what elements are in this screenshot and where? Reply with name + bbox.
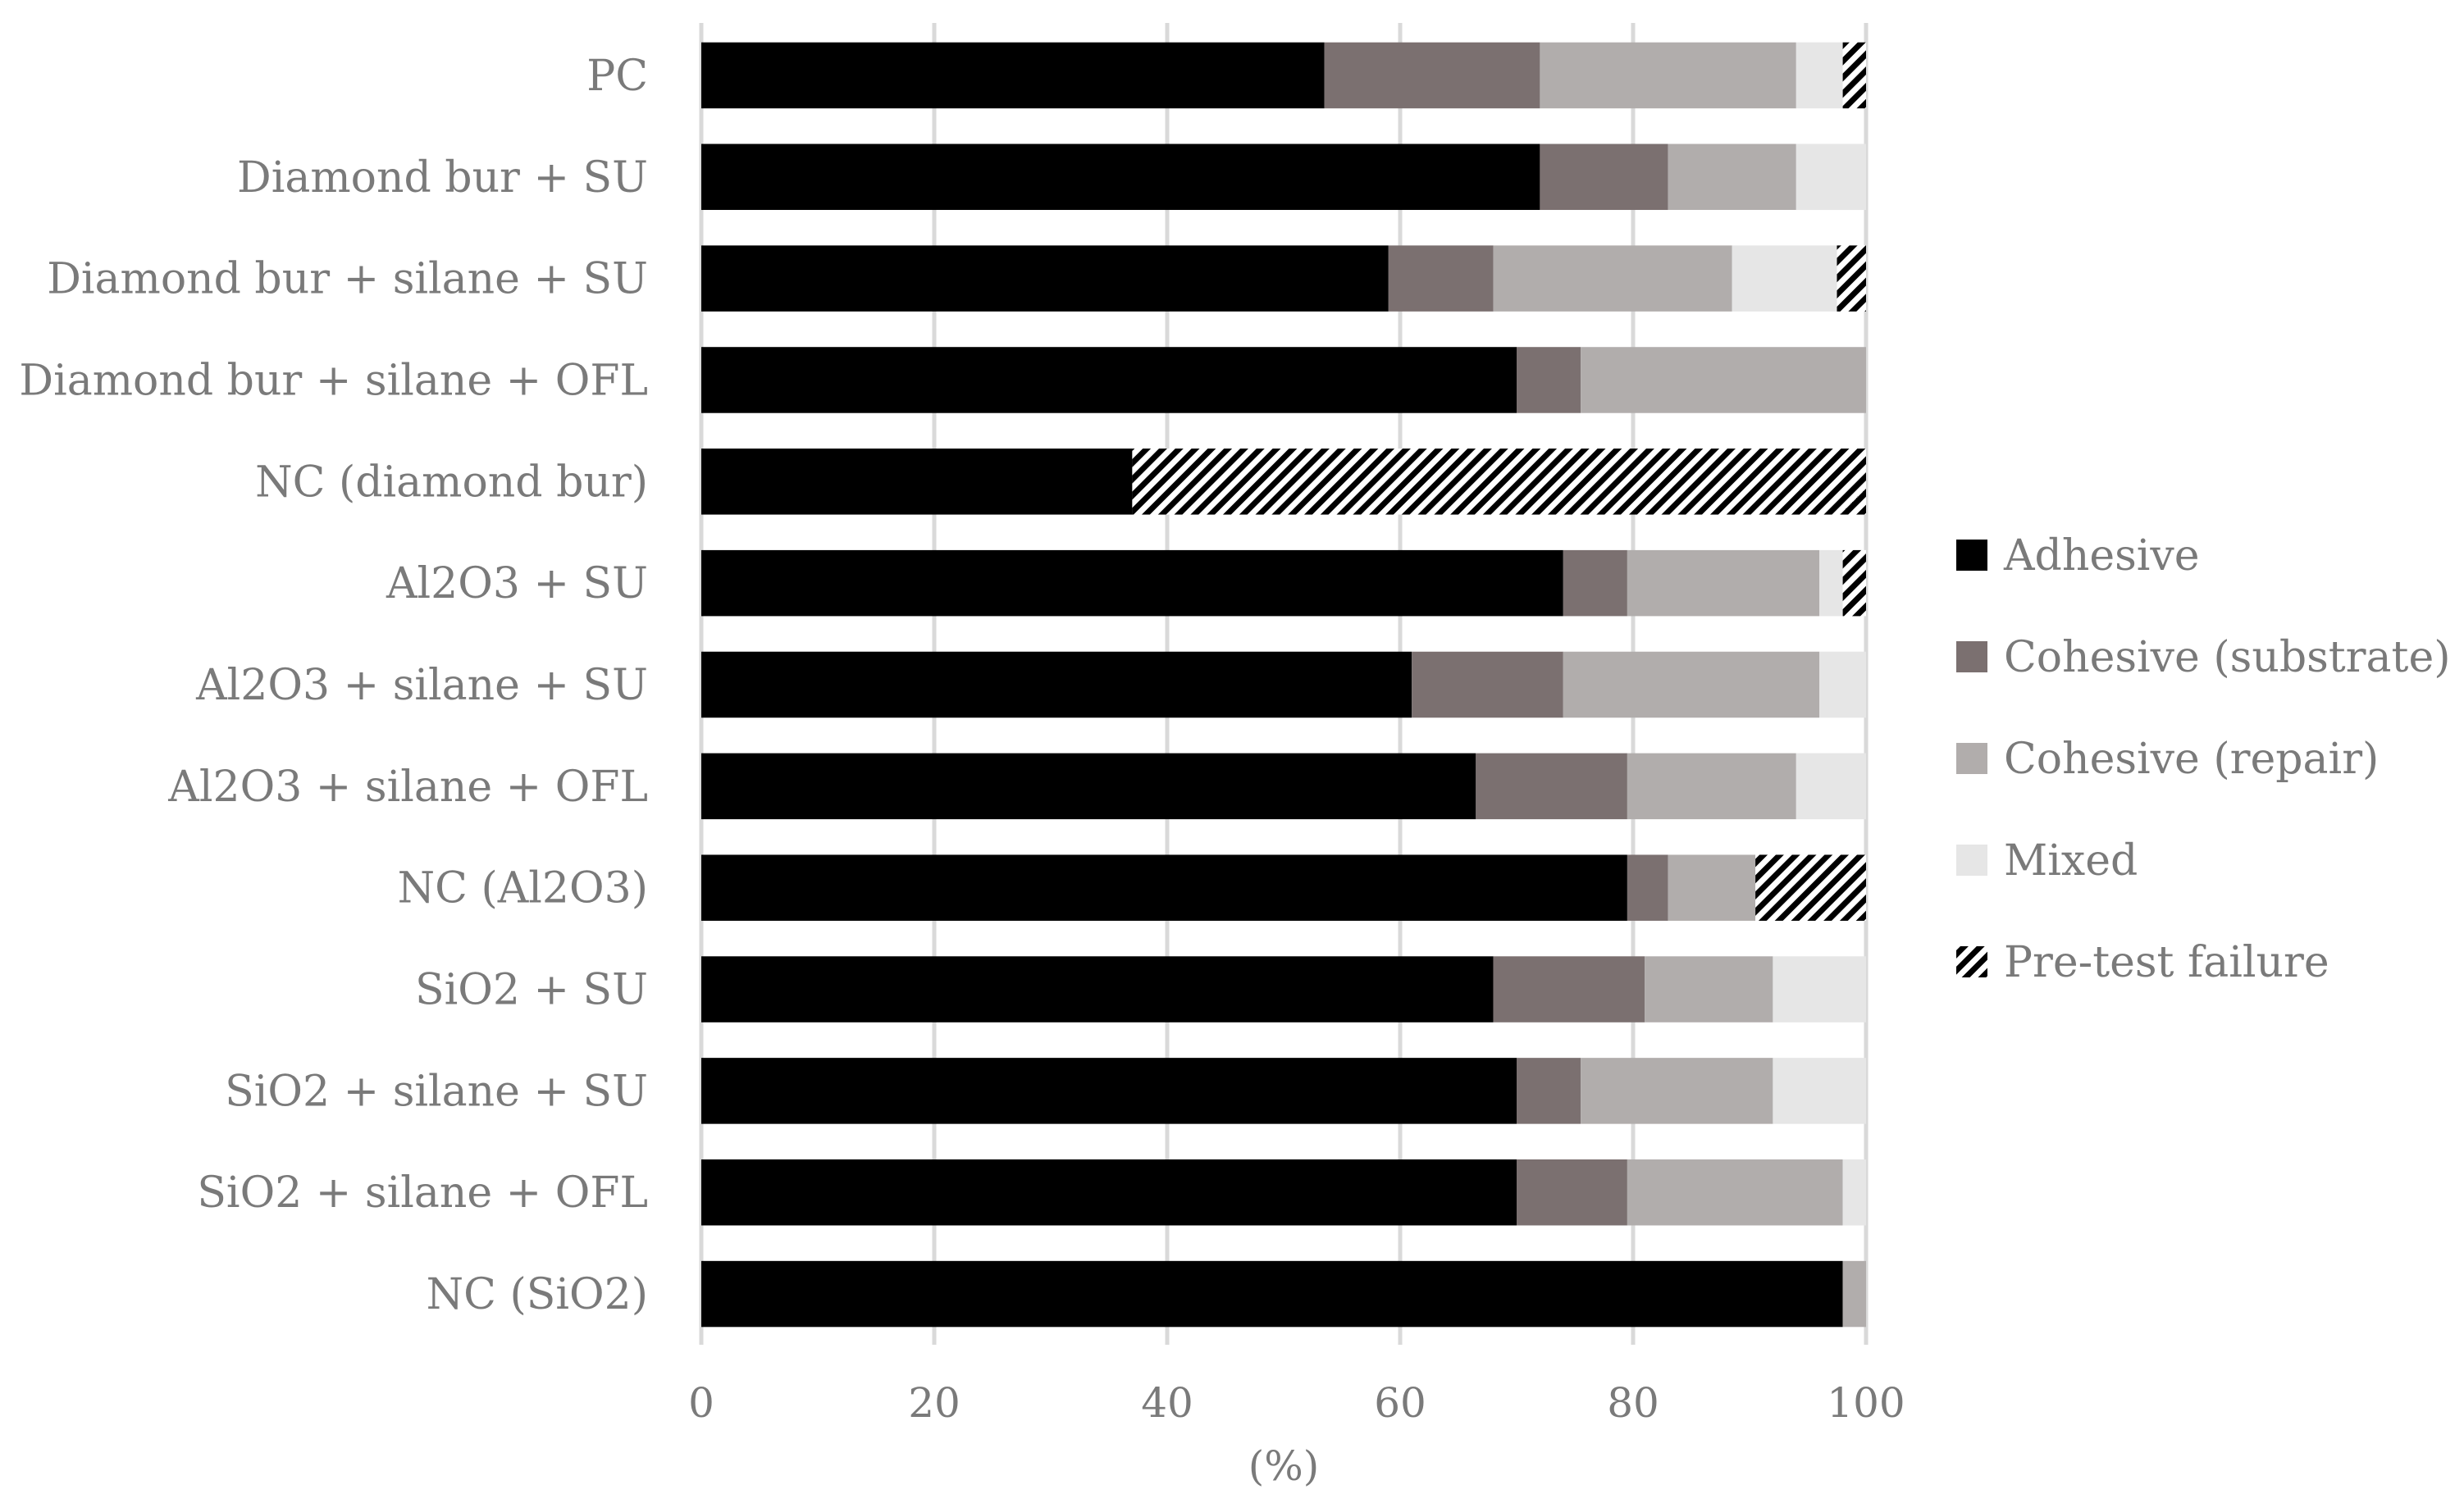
bar-segment-mixed [1819, 651, 1866, 718]
bar-segment-adhesive [701, 42, 1325, 109]
bar-segment-pre-test-failure [1755, 854, 1866, 921]
bar-segment-mixed [1773, 1058, 1866, 1124]
legend-swatch [1956, 743, 1987, 774]
bar-segment-adhesive [701, 245, 1389, 312]
x-tick-label: 80 [1607, 1379, 1659, 1427]
bar-segment-adhesive [701, 956, 1494, 1022]
x-axis-label: (%) [1248, 1442, 1320, 1490]
category-label: Al2O3 + SU [386, 559, 648, 608]
bar-segment-pre-test-failure [1842, 42, 1866, 109]
category-label: SiO2 + silane + OFL [197, 1168, 648, 1218]
legend-label: Cohesive (repair) [2004, 735, 2379, 784]
bar-segment-cohesive-repair [1627, 1159, 1843, 1226]
bar-segment-mixed [1732, 245, 1837, 312]
bar-segment-adhesive [701, 854, 1627, 921]
bar-segment-cohesive-repair [1842, 1260, 1866, 1328]
x-tick-label: 40 [1141, 1379, 1193, 1427]
legend-label: Adhesive [2003, 531, 2200, 581]
bar-segment-cohesive-substrate [1517, 347, 1581, 413]
legend-label: Cohesive (substrate) [2004, 633, 2451, 682]
legend-swatch [1956, 641, 1987, 672]
category-label: SiO2 + silane + SU [225, 1067, 648, 1116]
bar-segment-cohesive-repair [1563, 651, 1820, 718]
bar-segment-cohesive-repair [1627, 753, 1796, 820]
bar-segment-cohesive-repair [1493, 245, 1732, 312]
category-labels: PC Diamond bur + SU Diamond bur + silane +… [19, 52, 648, 1319]
bar-segment-cohesive-repair [1668, 143, 1796, 211]
x-tick-label: 20 [908, 1379, 961, 1427]
bar-segment-mixed [1796, 42, 1843, 109]
bar-segment-cohesive-substrate [1476, 753, 1627, 820]
bar-segment-cohesive-substrate [1388, 245, 1494, 312]
category-label: PC [586, 52, 648, 101]
category-label: Diamond bur + silane + SU [47, 255, 648, 304]
x-tick-label: 60 [1374, 1379, 1426, 1427]
bar-segment-mixed [1796, 143, 1866, 211]
bar-segment-mixed [1842, 1159, 1866, 1226]
bar-segment-adhesive [701, 549, 1563, 617]
bar-segment-pre-test-failure [1837, 245, 1866, 312]
bar-segment-cohesive-substrate [1324, 42, 1540, 109]
bar-segment-adhesive [701, 1159, 1517, 1226]
bar-segment-cohesive-repair [1627, 549, 1820, 617]
category-label: Diamond bur + SU [237, 153, 648, 203]
bars [701, 42, 1866, 1328]
bar-segment-adhesive [701, 449, 1133, 515]
bar-segment-cohesive-substrate [1563, 549, 1627, 617]
bar-segment-mixed [1773, 956, 1866, 1022]
category-label: Diamond bur + silane + OFL [19, 356, 648, 405]
bar-segment-cohesive-repair [1668, 854, 1756, 921]
legend-swatch [1956, 946, 1987, 977]
legend-label: Mixed [2004, 836, 2138, 886]
bar-segment-cohesive-substrate [1493, 956, 1645, 1022]
bar-segment-pre-test-failure [1132, 449, 1866, 515]
bar-segment-cohesive-substrate [1627, 854, 1668, 921]
legend-swatch [1956, 845, 1987, 876]
bar-segment-cohesive-repair [1581, 1058, 1773, 1124]
legend-label: Pre-test failure [2004, 938, 2329, 987]
bar-segment-cohesive-repair [1581, 347, 1866, 413]
bar-segment-adhesive [701, 1058, 1517, 1124]
bar-segment-adhesive [701, 347, 1517, 413]
x-tick-label: 100 [1827, 1379, 1905, 1427]
bar-segment-pre-test-failure [1842, 549, 1866, 617]
category-label: Al2O3 + silane + SU [195, 661, 648, 710]
bar-segment-cohesive-substrate [1540, 143, 1668, 211]
bar-segment-mixed [1796, 753, 1866, 820]
bar-segment-adhesive [701, 651, 1412, 718]
bar-segment-adhesive [701, 1260, 1843, 1328]
bar-segment-cohesive-substrate [1517, 1058, 1581, 1124]
bar-segment-adhesive [701, 143, 1540, 211]
category-label: NC (SiO2) [427, 1270, 648, 1319]
bar-segment-mixed [1819, 549, 1843, 617]
category-label: SiO2 + SU [415, 966, 648, 1015]
legend: Adhesive Cohesive (substrate) Cohesive (re… [1956, 531, 2451, 987]
bar-segment-cohesive-repair [1645, 956, 1773, 1022]
bar-segment-adhesive [701, 753, 1476, 820]
category-label: Al2O3 + silane + OFL [167, 763, 648, 812]
bar-segment-cohesive-repair [1540, 42, 1796, 109]
bar-segment-cohesive-substrate [1517, 1159, 1627, 1226]
category-label: NC (diamond bur) [255, 458, 648, 507]
bar-segment-cohesive-substrate [1412, 651, 1563, 718]
legend-swatch [1956, 540, 1987, 571]
x-tick-labels: 0 20 40 60 80 100 [688, 1379, 1905, 1427]
x-tick-label: 0 [688, 1379, 714, 1427]
category-label: NC (Al2O3) [398, 864, 648, 913]
